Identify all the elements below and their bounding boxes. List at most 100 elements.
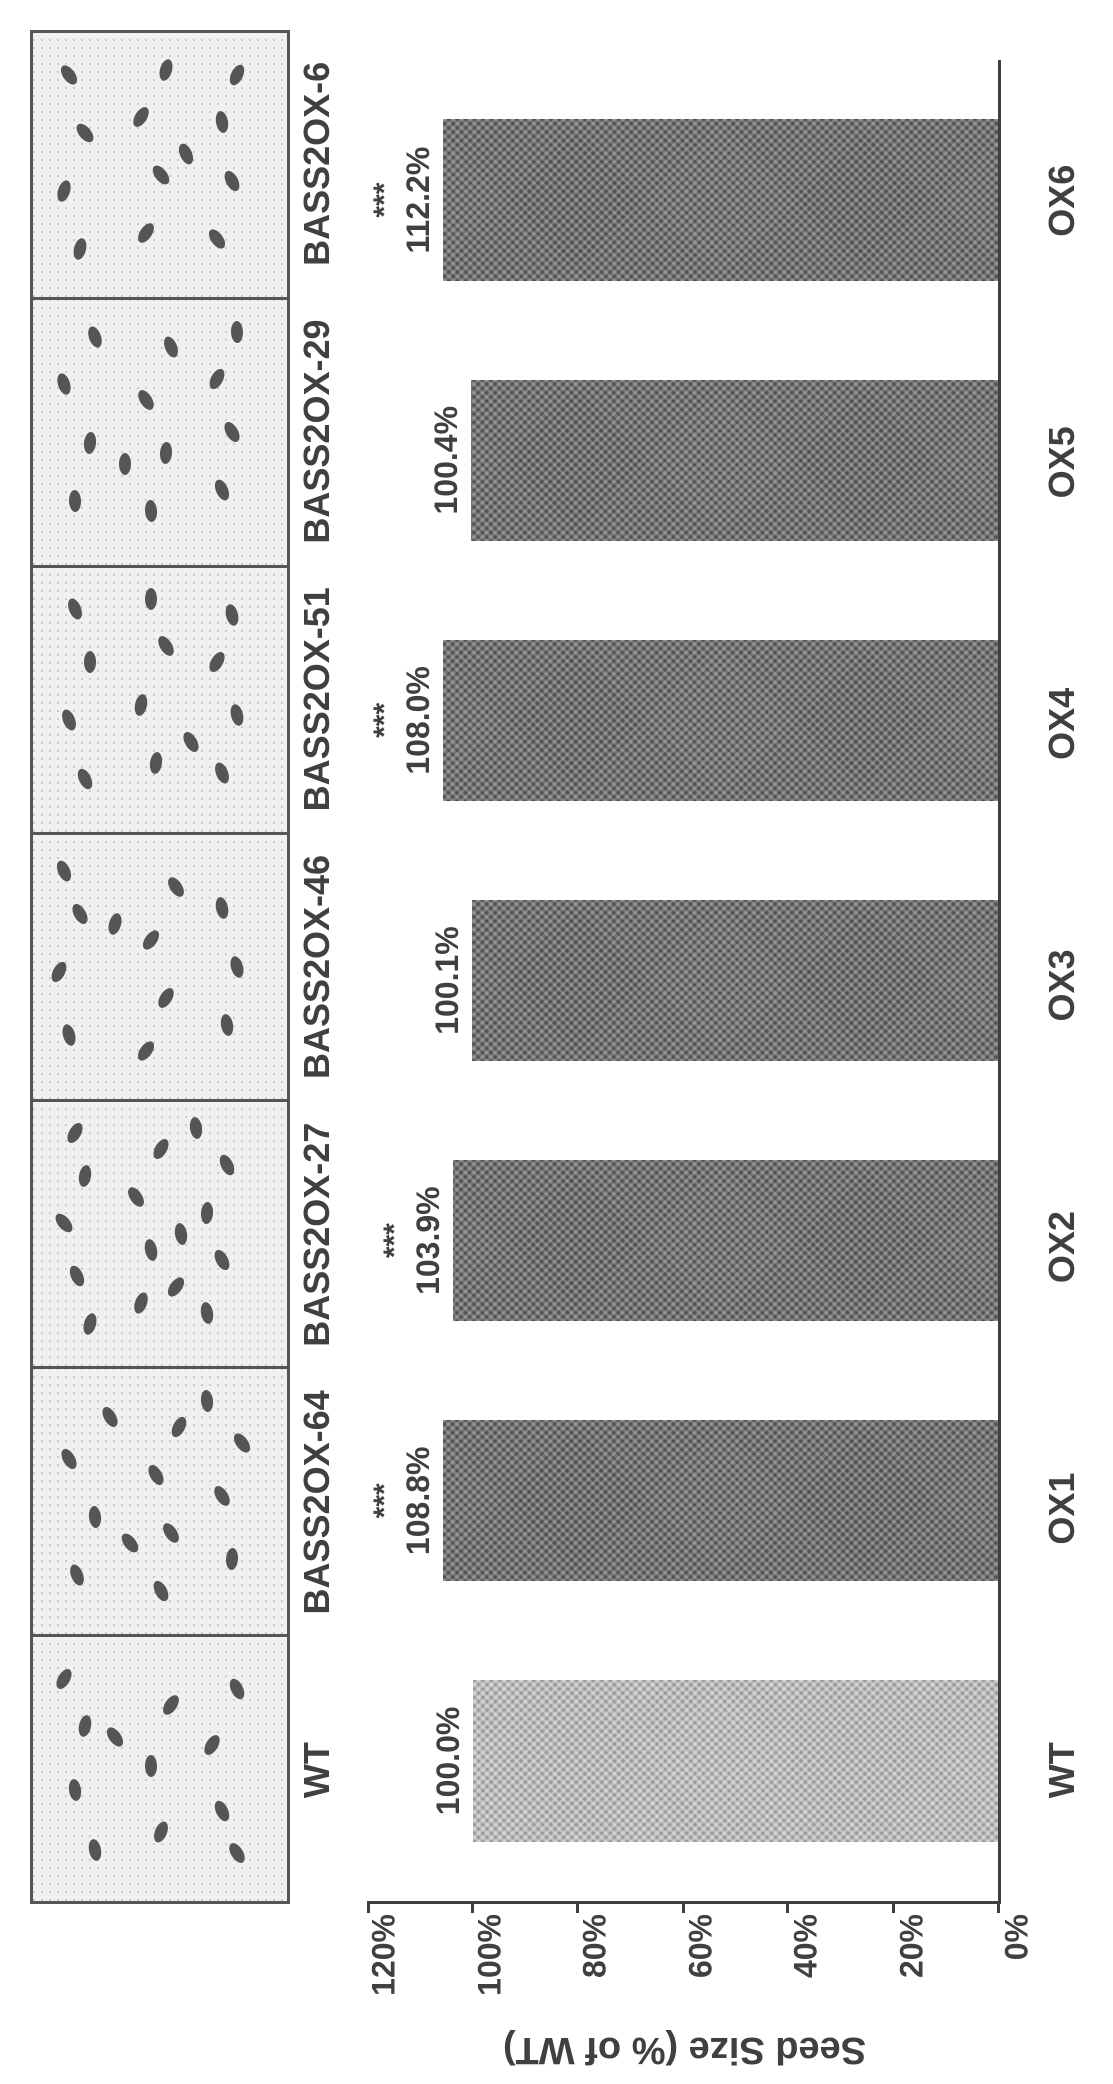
seed-cell-label: BASS2OX-64: [296, 1369, 338, 1637]
seed-icon: [229, 703, 246, 727]
seed-icon: [206, 367, 227, 392]
seed-icon: [58, 62, 81, 87]
seed-icon: [159, 442, 173, 465]
seed-icon: [211, 1248, 232, 1273]
seed-icon: [55, 179, 73, 204]
seed-icon: [87, 1838, 103, 1862]
seed-cell-label: BASS2OX-46: [296, 833, 338, 1101]
seed-icon: [49, 959, 70, 984]
bar: [473, 1680, 998, 1841]
y-axis-ticks: 0%20%40%60%80%100%120%: [368, 1904, 1001, 2014]
seed-icon: [221, 420, 242, 445]
seed-icon: [155, 986, 177, 1011]
seed-cell-label: BASS2OX-6: [296, 30, 338, 298]
seed-icon: [143, 1238, 159, 1262]
seed-icon: [165, 1274, 188, 1299]
seed-icon: [69, 901, 90, 926]
y-tick-mark: [997, 1901, 1000, 1913]
x-tick-label: OX5: [1041, 332, 1083, 594]
bar-slot: 100.4%: [368, 330, 998, 590]
seed-icon: [150, 1578, 171, 1603]
seed-icon: [155, 634, 177, 659]
seed-icon: [225, 1548, 239, 1571]
seed-icon: [83, 431, 97, 454]
seed-icon: [201, 1732, 223, 1757]
bar-value-label: 100.1%: [429, 926, 466, 1035]
seed-icon: [226, 1841, 248, 1866]
seed-icon: [84, 651, 96, 673]
significance-marker: ***: [378, 1223, 408, 1258]
y-tick-label: 60%: [682, 1914, 719, 1978]
seed-icon: [135, 388, 157, 413]
seed-icon: [61, 1023, 79, 1047]
x-tick-label: OX6: [1041, 70, 1083, 332]
seed-icon: [228, 954, 246, 978]
seed-icon: [231, 1431, 254, 1456]
seed-icon: [200, 1389, 214, 1412]
seed-icon: [161, 335, 180, 360]
x-tick-label: OX4: [1041, 593, 1083, 855]
bar-value-label: 108.8%: [400, 1447, 437, 1556]
bar-value-label: 108.0%: [400, 666, 437, 775]
y-tick-mark: [367, 1901, 370, 1913]
bar: [471, 380, 998, 541]
seed-icon: [149, 163, 172, 188]
seed-icon: [119, 1531, 142, 1556]
seed-icon: [206, 650, 227, 675]
bar-slot: 100.1%: [368, 850, 998, 1110]
y-tick-mark: [471, 1901, 474, 1913]
y-tick-label: 120%: [366, 1914, 403, 1996]
bar-slot: ***103.9%: [368, 1111, 998, 1371]
significance-marker: ***: [368, 1483, 398, 1518]
y-axis-title: Seed Size (% of WT): [368, 2014, 1001, 2084]
seed-icon: [99, 1404, 120, 1429]
bar: [443, 119, 998, 280]
bar: [443, 640, 998, 801]
seed-strip-labels: WTBASS2OX-64BASS2OX-27BASS2OX-46BASS2OX-…: [296, 30, 338, 1904]
bar: [472, 900, 998, 1061]
seed-icon: [106, 912, 124, 936]
seed-icon: [124, 1184, 146, 1209]
seed-icon: [189, 1116, 204, 1139]
seed-icon: [217, 1153, 237, 1178]
seed-icon: [54, 1666, 75, 1691]
y-tick-mark: [682, 1901, 685, 1913]
seed-icon: [85, 325, 104, 350]
seed-icon: [151, 1819, 170, 1844]
significance-marker: ***: [368, 183, 398, 218]
seed-cell: [30, 30, 290, 297]
seed-icon: [160, 1693, 182, 1718]
seed-icon: [64, 1121, 85, 1146]
seed-icon: [173, 1222, 189, 1246]
bar: [453, 1160, 998, 1321]
seed-cell: [30, 297, 290, 564]
seed-icon: [53, 1211, 76, 1236]
seed-icon: [119, 453, 131, 475]
y-tick-mark: [786, 1901, 789, 1913]
bar: [443, 1420, 998, 1581]
bar-value-label: 100.0%: [430, 1707, 467, 1816]
seed-icon: [104, 1724, 127, 1749]
seed-icon: [134, 1039, 157, 1064]
bar-slot: 100.0%: [368, 1631, 998, 1891]
seed-icon: [67, 1778, 82, 1801]
seed-icon: [65, 597, 84, 622]
seed-icon: [231, 320, 244, 342]
seed-icon: [55, 372, 73, 397]
seed-icon: [205, 226, 228, 251]
bar-value-label: 103.9%: [410, 1186, 447, 1295]
plot-area: 100.0%***108.8%***103.9%100.1%***108.0%1…: [368, 60, 1001, 1904]
x-axis-labels: WTOX1OX2OX3OX4OX5OX6: [1031, 60, 1113, 1904]
x-tick-label: OX1: [1041, 1378, 1083, 1640]
bar-slot: ***112.2%: [368, 70, 998, 330]
x-tick-label: WT: [1041, 1639, 1083, 1901]
seed-icon: [75, 766, 95, 791]
seed-icon: [212, 761, 231, 786]
bar-value-label: 112.2%: [400, 147, 437, 254]
y-tick-label: 40%: [788, 1914, 825, 1978]
seed-cell-label: BASS2OX-27: [296, 1101, 338, 1369]
seed-icon: [130, 105, 152, 130]
seed-icon: [132, 693, 148, 717]
seed-icon: [145, 1755, 157, 1777]
seed-icon: [199, 1301, 215, 1325]
